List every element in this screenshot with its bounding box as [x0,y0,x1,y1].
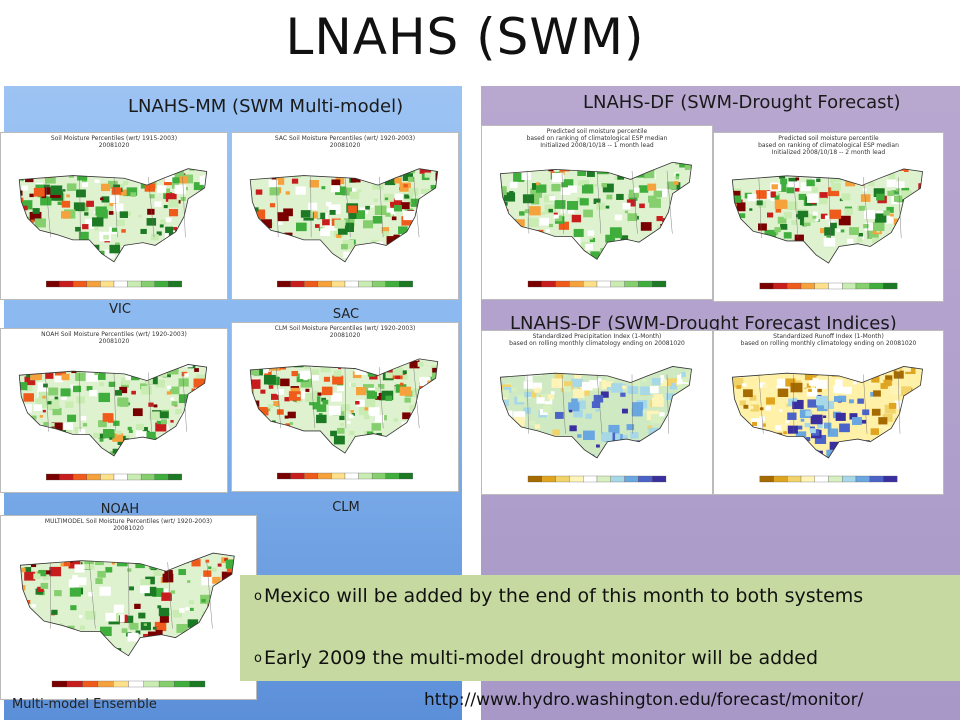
note-text: Early 2009 the multi-model drought monit… [263,647,819,669]
ensemble-label: Multi-model Ensemble [12,697,157,712]
notes-box: o Mexico will be added by the end of this… [240,575,960,681]
noah-soil-moisture-map: NOAH Soil Moisture Percentiles (wrt/ 192… [0,328,228,493]
clm-map-caption: CLM Soil Moisture Percentiles (wrt/ 1920… [274,325,416,339]
sri-map: Standardized Runoff Index (1-Month) base… [713,330,944,495]
bullet-icon: o [254,651,262,666]
ensemble-soil-moisture-map: MULTIMODEL Soil Moisture Percentiles (wr… [0,515,257,700]
noah-label: NOAH [100,502,140,517]
sri-map-caption: Standardized Runoff Index (1-Month) base… [740,333,917,347]
map-graphic [249,358,439,480]
map-graphic [499,161,692,288]
lnahs-df-title: LNAHS-DF (SWM-Drought Forecast) [583,92,901,113]
df1-map-caption: Predicted soil moisture percentile based… [526,128,668,149]
clm-label: CLM [332,500,360,515]
ensemble-map-caption: MULTIMODEL Soil Moisture Percentiles (wr… [44,518,213,532]
map-graphic [499,366,692,483]
sac-soil-moisture-map: SAC Soil Moisture Percentiles (wrt/ 1920… [231,132,459,300]
sac-map-caption: SAC Soil Moisture Percentiles (wrt/ 1920… [274,135,416,149]
vic-map-caption: Soil Moisture Percentiles (wrt/ 1915-200… [50,135,178,149]
spi-map-caption: Standardized Precipitation Index (1-Mont… [509,333,685,347]
lnahs-df-indices-title: LNAHS-DF (SWM-Drought Forecast Indices) [510,313,897,334]
vic-soil-moisture-map: Soil Moisture Percentiles (wrt/ 1915-200… [0,132,228,300]
map-graphic [249,168,439,288]
forecast-1-month-lead-map: Predicted soil moisture percentile based… [481,125,713,300]
lnahs-mm-title: LNAHS-MM (SWM Multi-model) [128,96,404,117]
df2-map-caption: Predicted soil moisture percentile based… [758,135,899,156]
forecast-2-month-lead-map: Predicted soil moisture percentile based… [713,132,944,302]
map-graphic [19,552,235,688]
noah-map-caption: NOAH Soil Moisture Percentiles (wrt/ 192… [41,331,187,345]
note-item: o Mexico will be added by the end of this… [254,585,863,607]
map-graphic [18,168,208,288]
monitor-url[interactable]: http://www.hydro.washington.edu/forecast… [424,690,864,710]
map-graphic [731,366,923,483]
map-graphic [18,364,208,481]
note-item: o Early 2009 the multi-model drought moni… [254,647,818,669]
sac-label: SAC [332,307,360,322]
spi-map: Standardized Precipitation Index (1-Mont… [481,330,713,495]
clm-soil-moisture-map: CLM Soil Moisture Percentiles (wrt/ 1920… [231,322,459,492]
note-text: Mexico will be added by the end of this … [263,585,864,607]
vic-label: VIC [109,302,131,317]
bullet-icon: o [254,589,262,604]
map-graphic [731,168,923,290]
slide-title: LNAHS (SWM) [285,8,645,66]
